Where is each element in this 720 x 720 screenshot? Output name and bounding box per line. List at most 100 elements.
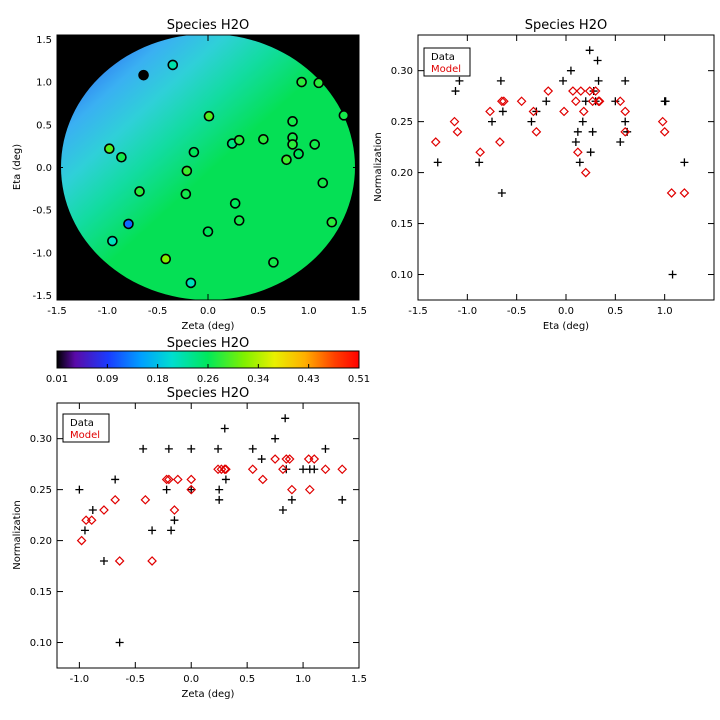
zeta-model-point (76, 535, 87, 546)
map-point (167, 59, 179, 71)
eta-xtick-label: 1.0 (657, 306, 673, 317)
eta-data-point (611, 97, 620, 106)
map-point (293, 148, 304, 160)
eta-data-point (573, 127, 582, 136)
colorbar-tick-label: 0.09 (96, 374, 118, 385)
eta-model-point (498, 96, 509, 107)
eta-data-point (559, 76, 568, 85)
map-point (138, 69, 149, 81)
map-point (309, 139, 321, 150)
map-point (160, 253, 172, 265)
eta-legend: Data Model (423, 47, 471, 77)
zeta-model-point (114, 556, 125, 566)
eta-marks (430, 46, 690, 279)
map-ytick-label: -1.5 (32, 291, 52, 302)
zeta-ytick-label: 0.30 (30, 434, 52, 445)
eta-x-label: Eta (deg) (543, 321, 589, 332)
zeta-model-point (99, 505, 109, 515)
map-point (181, 165, 193, 177)
zeta-legend: Data Model (62, 413, 110, 443)
colorbar-panel: Species H2O 0.01 0.09 0.18 0.26 0.34 0.43 0.51 (46, 336, 370, 385)
colorbar-tick-label: 0.26 (197, 374, 219, 385)
zeta-model-point (213, 464, 223, 475)
eta-data-point (588, 127, 597, 136)
map-point (317, 177, 329, 189)
eta-ytick-label: 0.20 (391, 168, 413, 179)
map-point (188, 146, 200, 158)
zeta-model-point (320, 464, 331, 475)
map-point (116, 151, 127, 163)
eta-model-point (572, 147, 583, 158)
zeta-data-point (321, 444, 330, 453)
eta-data-point (542, 97, 551, 106)
eta-model-point (449, 116, 460, 127)
eta-data-point (616, 138, 625, 147)
eta-model-point (475, 147, 486, 158)
eta-data-point (594, 76, 603, 85)
eta-data-point (455, 76, 464, 85)
zeta-model-point (281, 454, 292, 464)
zeta-data-point (257, 455, 266, 464)
zeta-data-point (248, 444, 257, 453)
eta-data-point (566, 66, 575, 75)
zeta-xtick-label: -1.0 (70, 674, 90, 685)
map-field-disk (61, 35, 355, 300)
zeta-xtick-label: -0.5 (126, 674, 146, 685)
eta-model-point (666, 188, 677, 198)
map-xtick-label: 0.0 (200, 306, 216, 317)
eta-xtick-label: 0.0 (558, 306, 574, 317)
zeta-data-point (214, 444, 223, 453)
eta-title: Species H2O (525, 18, 607, 33)
eta-data-point (571, 138, 580, 147)
zeta-model-point (110, 494, 121, 505)
zeta-title: Species H2O (167, 386, 249, 401)
zeta-model-point (284, 454, 295, 464)
eta-model-point (594, 96, 605, 107)
map-panel: Species H2O -1.5 -1.0 -0.5 0.0 0.5 1.0 1.5 -1.… (12, 18, 367, 332)
map-y-label: Eta (deg) (12, 144, 23, 190)
zeta-ytick-label: 0.15 (30, 587, 52, 598)
zeta-data-point (215, 485, 224, 494)
map-point (313, 77, 325, 89)
map-point (338, 110, 350, 121)
zeta-data-point (187, 485, 196, 494)
zeta-model-point (257, 474, 268, 485)
eta-scatter-panel: Species H2O -1.5 -1.0 -0.5 0.0 0.5 1.0 0.100.… (373, 18, 715, 332)
zeta-data-point (310, 465, 319, 474)
zeta-data-point (170, 516, 179, 525)
eta-data-point (680, 158, 689, 167)
eta-data-point (668, 270, 677, 279)
zeta-data-point (220, 424, 229, 433)
map-point (104, 143, 115, 154)
zeta-data-point (148, 526, 157, 535)
eta-xtick-label: -0.5 (507, 306, 527, 317)
zeta-model-point (140, 494, 151, 505)
eta-model-point (679, 188, 690, 198)
zeta-model-point (270, 454, 280, 464)
eta-model-point (485, 106, 495, 117)
eta-data-point (621, 117, 630, 126)
eta-legend-data: Data (431, 52, 455, 63)
colorbar-tick-label: 0.34 (247, 374, 269, 385)
eta-y-ticks: 0.10 0.15 0.20 0.25 0.30 (391, 66, 714, 281)
zeta-data-point (88, 506, 97, 515)
eta-data-point (475, 158, 484, 167)
zeta-data-point (215, 495, 224, 504)
eta-model-point (559, 106, 569, 117)
eta-ytick-label: 0.30 (391, 66, 413, 77)
zeta-marks (75, 414, 348, 647)
map-x-label: Zeta (deg) (182, 321, 235, 332)
zeta-y-label: Normalization (12, 500, 23, 570)
colorbar-ticks: 0.01 0.09 0.18 0.26 0.34 0.43 0.51 (46, 364, 370, 385)
zeta-ytick-label: 0.25 (30, 485, 52, 496)
eta-model-point (657, 116, 668, 127)
colorbar-tick-label: 0.43 (298, 374, 320, 385)
zeta-x-ticks: -1.0 -0.5 0.0 0.5 1.0 1.5 (70, 403, 367, 685)
zeta-data-point (271, 434, 280, 443)
eta-model-point (580, 167, 591, 178)
map-points (104, 59, 350, 289)
eta-y-label: Normalization (373, 132, 384, 202)
zeta-model-point (216, 464, 227, 475)
map-point (107, 235, 118, 247)
eta-model-point (528, 106, 539, 117)
